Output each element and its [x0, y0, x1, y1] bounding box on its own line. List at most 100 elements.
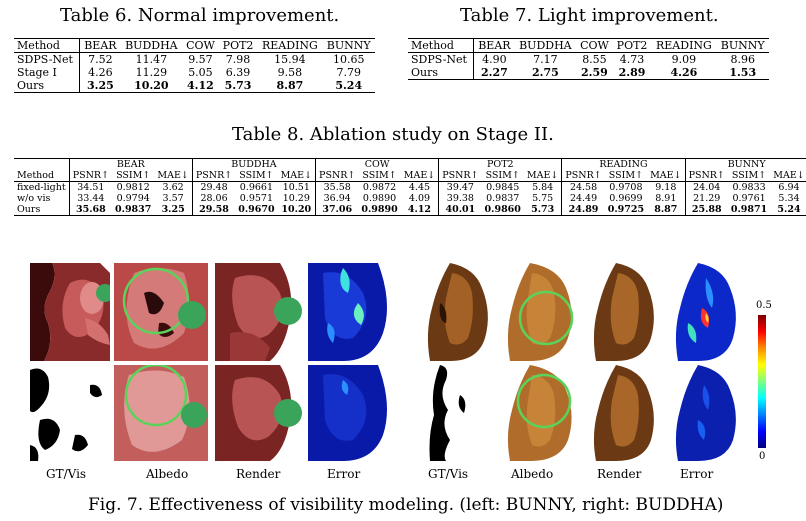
header-cell: POT2: [612, 38, 652, 53]
header-row: Method BEAR BUDDHA COW POT2 READING BUNNY: [14, 38, 375, 53]
table7-caption: Table 7. Light improvement.: [460, 5, 719, 26]
value-cell: 0.9661: [239, 182, 273, 193]
value-cell: 1.53: [716, 66, 769, 80]
value-cell: 34.51: [68, 181, 113, 193]
value-cell: 24.58: [561, 181, 605, 193]
metric-header: SSIM↑: [481, 170, 524, 182]
header-cell: BUDDHA: [120, 38, 183, 53]
buddha-vis-image: [420, 365, 496, 461]
value-cell: 37.06: [315, 204, 359, 216]
value-cell: 0.9670: [235, 204, 278, 216]
value-cell: 10.20: [120, 79, 183, 93]
value-cell: 5.05: [188, 66, 213, 79]
colorbar-min-label: 0: [759, 451, 766, 462]
value-cell: 3.25: [154, 204, 193, 216]
metric-header: PSNR↑: [438, 170, 482, 182]
header-cell: BUNNY: [716, 38, 769, 53]
value-cell: 8.87: [647, 204, 686, 216]
header-cell: BUNNY: [322, 38, 375, 53]
column-label: Render: [597, 467, 642, 481]
value-cell: 0.9833: [732, 182, 766, 193]
value-cell: 4.12: [182, 79, 219, 93]
value-cell: 9.57: [188, 53, 213, 66]
value-cell: 7.98: [225, 53, 251, 66]
object-header: BEAR: [68, 158, 193, 170]
value-cell: 35.68: [68, 204, 113, 216]
column-label: Error: [680, 467, 714, 481]
value-cell: 5.34: [778, 193, 800, 204]
column-label: Error: [327, 467, 361, 481]
method-cell: SDPS-Net: [411, 53, 467, 66]
value-cell: 4.73: [619, 53, 645, 66]
value-cell: 2.89: [612, 66, 652, 80]
buddha-gt-image: [420, 263, 496, 361]
metric-header: PSNR↑: [68, 170, 113, 182]
value-cell: 4.90: [473, 52, 515, 66]
table6: Method BEAR BUDDHA COW POT2 READING BUNNY SDPS-…: [14, 38, 375, 93]
bunny-albedo-vis-image: [114, 365, 208, 461]
header-cell: READING: [257, 38, 323, 53]
value-cell: 0.9890: [358, 204, 401, 216]
metric-header: SSIM↑: [358, 170, 401, 182]
metric-header: PSNR↑: [561, 170, 605, 182]
value-cell: 21.29: [684, 193, 728, 204]
value-cell: 2.75: [514, 66, 577, 80]
value-cell: 10.51: [282, 182, 310, 193]
table-row: Ours 3.25 10.20 4.12 5.73 8.87 5.24: [14, 79, 375, 93]
method-cell: Ours: [14, 79, 80, 93]
value-cell: 9.58: [277, 66, 303, 79]
object-header: BUNNY: [684, 158, 806, 170]
value-cell: 9.18: [655, 182, 677, 193]
error-colorbar: [758, 315, 766, 448]
value-cell: 24.49: [561, 193, 605, 204]
method-header-spacer: [14, 158, 70, 170]
value-cell: 2.59: [576, 66, 613, 80]
header-cell: POT2: [218, 38, 258, 53]
value-cell: 8.55: [582, 53, 607, 66]
value-cell: 4.45: [408, 182, 431, 193]
header-row-metrics: Method PSNR↑ SSIM↑ MAE↓ PSNR↑ SSIM↑ MAE↓ PSNR↑ S…: [14, 170, 806, 182]
buddha-albedo-vis-image: [500, 365, 580, 461]
value-cell: 0.9872: [362, 182, 397, 193]
method-cell: SDPS-Net: [17, 53, 73, 66]
value-cell: 4.09: [408, 193, 431, 204]
value-cell: 8.91: [655, 193, 677, 204]
value-cell: 0.9837: [112, 204, 155, 216]
value-cell: 5.84: [532, 182, 554, 193]
value-cell: 36.94: [315, 193, 359, 204]
header-cell: READING: [651, 38, 717, 53]
value-cell: 24.04: [684, 181, 728, 193]
value-cell: 4.26: [651, 66, 717, 80]
method-cell: Ours: [408, 66, 474, 80]
table-row: Stage I 4.26 11.29 5.05 6.39 9.58 7.79: [14, 66, 375, 79]
metric-header: SSIM↑: [235, 170, 278, 182]
metric-header: MAE↓: [647, 170, 686, 182]
bunny-vis-image: [30, 365, 110, 461]
value-cell: 0.9725: [604, 204, 648, 216]
value-cell: 7.79: [336, 66, 361, 79]
value-cell: 25.88: [684, 204, 728, 216]
column-label: Albedo: [146, 467, 189, 481]
metric-header: PSNR↑: [191, 170, 236, 182]
value-cell: 0.9837: [486, 193, 520, 204]
header-cell: COW: [576, 38, 613, 53]
metric-header: MAE↓: [770, 170, 806, 182]
colorbar-max-label: 0.5: [756, 300, 772, 311]
value-cell: 7.52: [79, 52, 121, 66]
metric-header: PSNR↑: [684, 170, 728, 182]
value-cell: 0.9708: [609, 182, 643, 193]
value-cell: 6.39: [225, 66, 251, 79]
method-cell: w/o vis: [17, 193, 51, 204]
header-cell: BUDDHA: [514, 38, 577, 53]
value-cell: 2.27: [473, 66, 515, 80]
buddha-error-image: [668, 263, 744, 361]
table8-caption: Table 8. Ablation study on Stage II.: [232, 124, 554, 145]
table-row: fixed-light 34.51 0.9812 3.62 29.48 0.9661 10.…: [14, 181, 806, 193]
value-cell: 24.89: [561, 204, 605, 216]
value-cell: 5.24: [322, 79, 375, 93]
value-cell: 0.9890: [362, 193, 397, 204]
bunny-gt-image: [30, 263, 110, 361]
buddha-albedo-image: [500, 263, 580, 361]
value-cell: 0.9699: [609, 193, 643, 204]
value-cell: 28.06: [191, 193, 236, 204]
